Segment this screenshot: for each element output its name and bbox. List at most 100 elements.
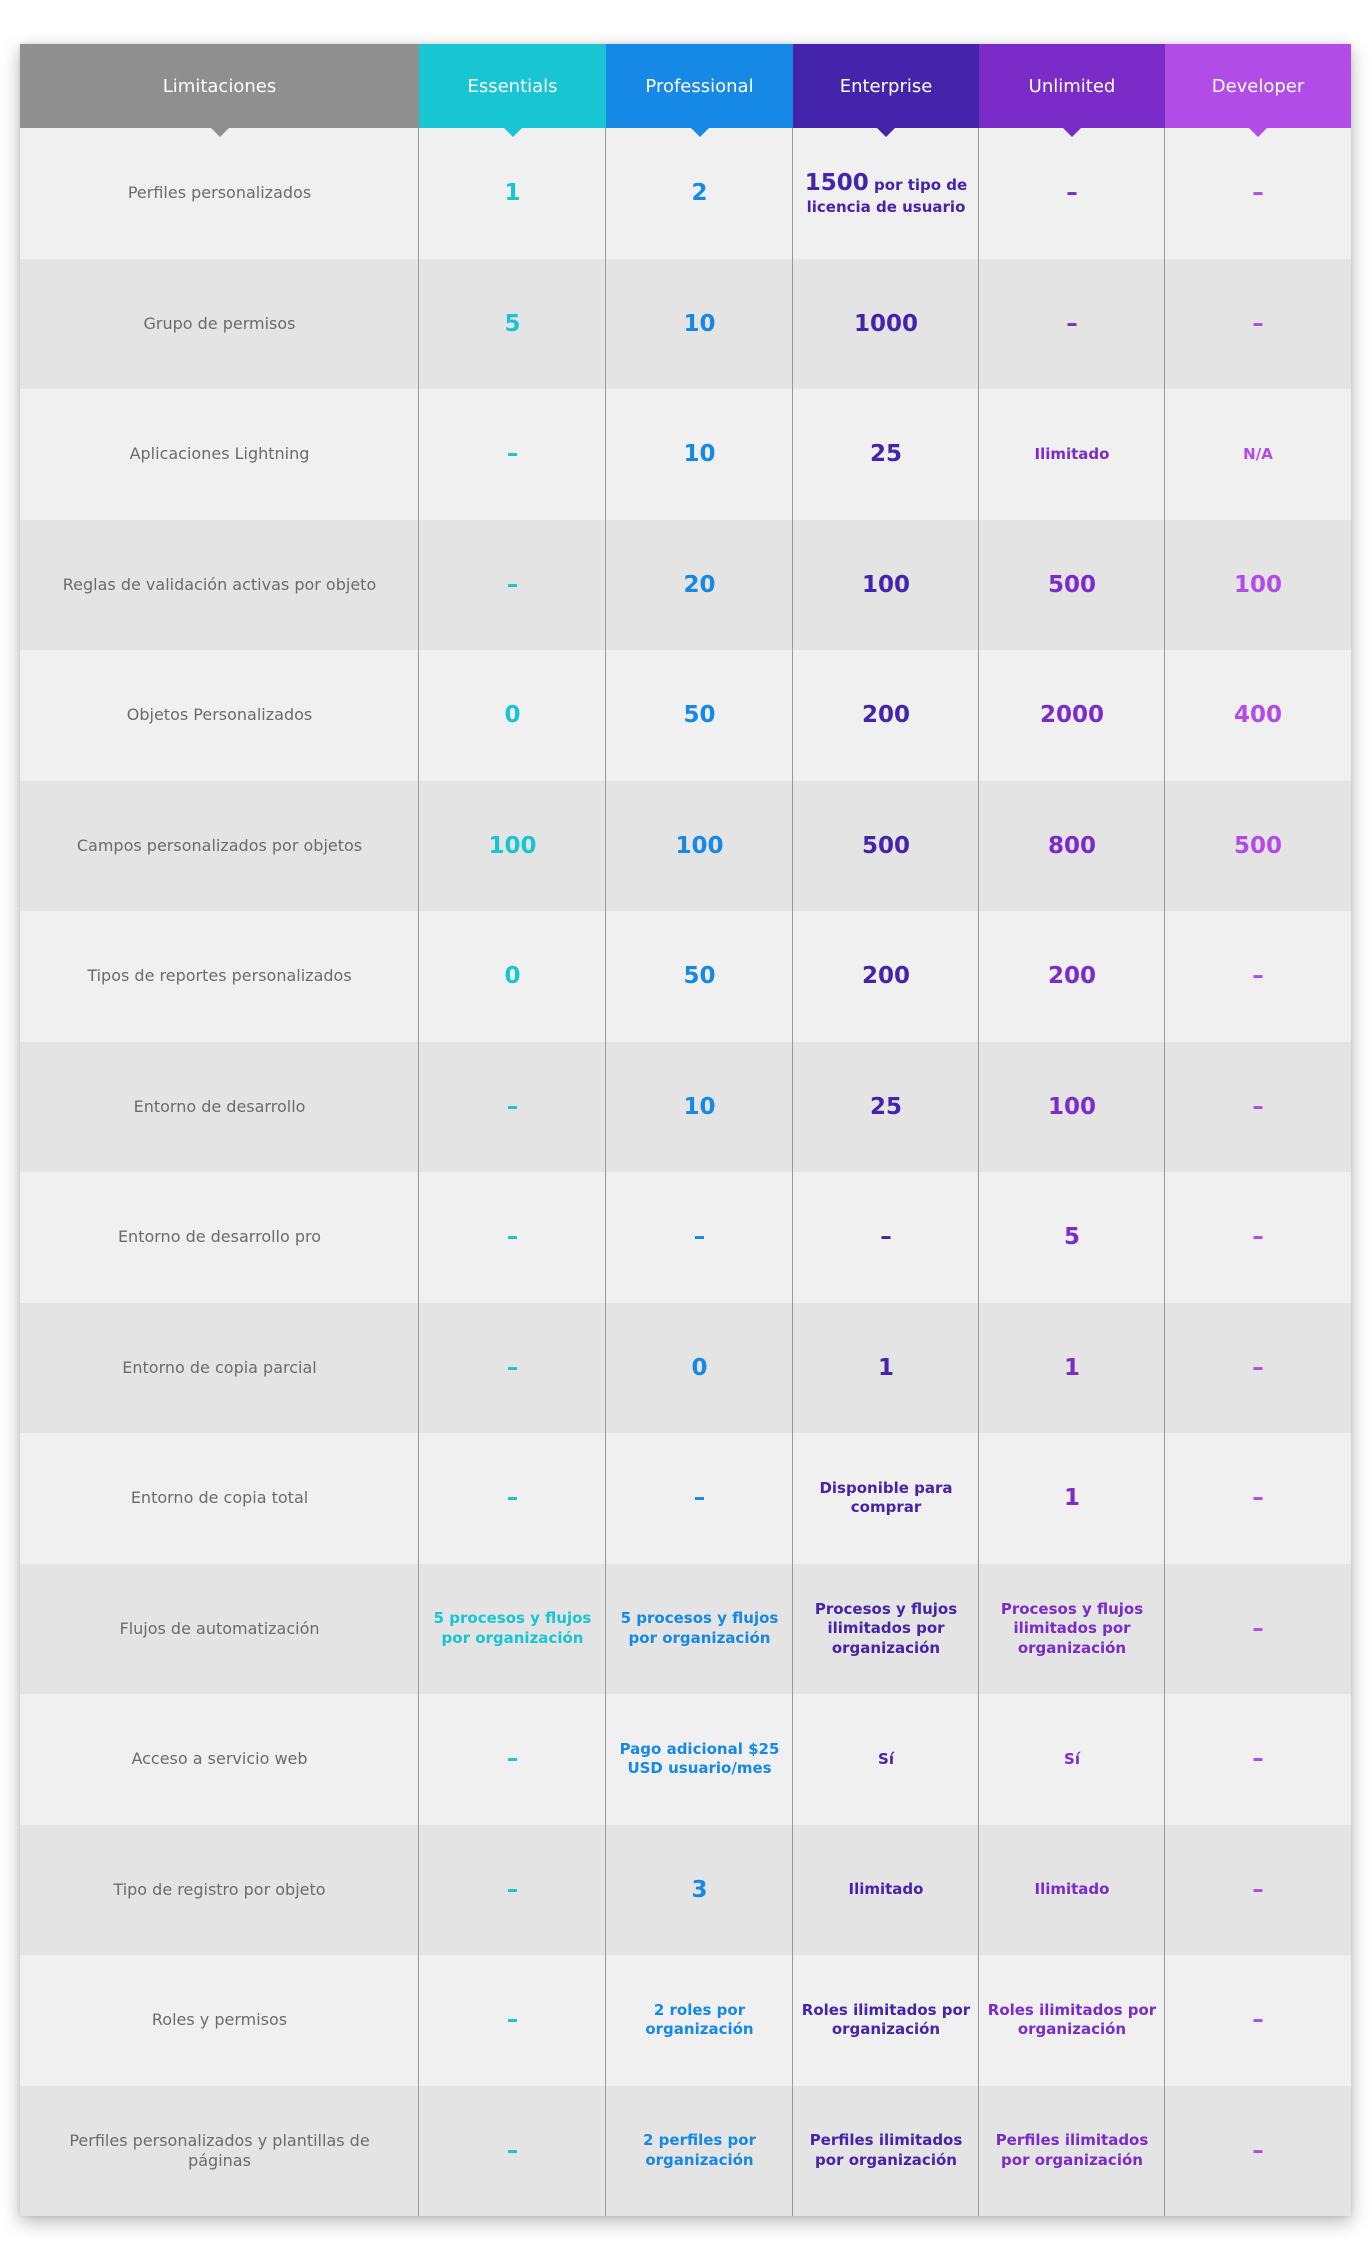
cell-essentials: 0 [504,963,521,990]
cell-developer: 500 [1233,832,1282,859]
cell-note: por tipo de licencia de usuario [806,175,968,217]
table-row: Objetos Personalizados 0 50 200 2000 400 [20,650,1351,781]
header-pointer [210,128,229,137]
cell-developer: – [1252,1746,1264,1773]
header-label: Unlimited [1028,75,1116,97]
cell-unlimited: 800 [1047,832,1096,859]
row-label: Entorno de copia total [130,1488,309,1508]
cell-developer: – [1252,2007,1264,2034]
table-row: Roles y permisos – 2 roles por organizació… [20,1955,1351,2086]
row-label: Reglas de validación activas por objeto [62,574,377,594]
cell-essentials: – [506,1485,519,1512]
header-pointer [503,128,522,137]
row-label: Tipos de reportes personalizados [87,966,352,986]
table-row: Flujos de automatización 5 procesos y flu… [20,1563,1351,1694]
table-row: Aplicaciones Lightning – 10 25 Ilimitado N/A [20,389,1351,520]
cell-essentials: – [506,1354,519,1381]
table-header: Limitaciones Essentials Professional Enterp… [20,44,1351,137]
cell-unlimited: 5 [1063,1224,1080,1251]
table-row: Entorno de desarrollo pro – – – 5 – [20,1172,1351,1303]
row-label: Roles y permisos [151,2010,288,2030]
cell-enterprise: 25 [869,441,902,468]
table-row: Reglas de validación activas por objeto –… [20,519,1351,650]
cell-developer: – [1252,180,1264,207]
cell-essentials: 1 [504,180,521,207]
column-divider [605,128,606,2216]
table-row: Tipos de reportes personalizados 0 50 200 20… [20,911,1351,1042]
cell-professional: 10 [683,441,716,468]
cell-professional: 10 [683,310,716,337]
cell-enterprise: 25 [869,1093,902,1120]
row-label: Grupo de permisos [143,313,296,333]
cell-essentials: – [506,1093,519,1120]
header-pointer [1249,128,1267,137]
cell-professional: 2 perfiles por organización [643,2131,756,2169]
cell-developer: – [1252,1224,1264,1251]
cell-essentials: – [506,1876,519,1903]
cell-essentials: – [506,441,519,468]
cell-professional: 5 procesos y flujos por organización [620,1609,779,1647]
cell-developer: – [1252,1093,1264,1120]
cell-essentials: 0 [504,702,521,729]
cell-developer: – [1252,1354,1264,1381]
cell-essentials: 100 [488,832,537,859]
cell-developer: – [1252,1876,1264,1903]
row-label: Perfiles personalizados y plantillas de … [69,2130,370,2170]
header-label: Developer [1211,75,1305,97]
cell-developer: – [1252,1485,1264,1512]
cell-enterprise: – [880,1224,892,1251]
cell-developer: – [1252,310,1264,337]
cell-professional: 100 [675,832,724,859]
cell-unlimited: 2000 [1039,702,1104,729]
table-row: Perfiles personalizados y plantillas de … [20,2085,1351,2216]
header-enterprise: Enterprise [793,44,979,137]
header-pointer [877,128,895,137]
table-row: Campos personalizados por objetos 100 100 5… [20,780,1351,911]
cell-professional: 20 [683,571,716,598]
table-row: Entorno de desarrollo – 10 25 100 – [20,1041,1351,1172]
table-row: Entorno de copia parcial – 0 1 1 – [20,1302,1351,1433]
cell-professional: 2 [691,180,708,207]
cell-enterprise: Sí [878,1749,894,1768]
cell-value: 1500 por tipo de licencia de usuario [801,170,971,217]
cell-enterprise: Ilimitado [848,1880,924,1898]
header-label: Limitaciones [162,75,277,97]
header-label: Limitaciones [20,44,419,137]
cell-enterprise: Perfiles ilimitados por organización [809,2131,963,2169]
row-label: Campos personalizados por objetos [76,835,363,855]
table-row: Tipo de registro por objeto – 3 Ilimitado Il… [20,1824,1351,1955]
cell-essentials: 5 [504,310,521,337]
row-label: Entorno de desarrollo pro [117,1227,322,1247]
cell-essentials: – [506,2007,519,2034]
row-label: Entorno de copia parcial [122,1357,317,1377]
cell-developer: – [1252,1615,1264,1642]
cell-enterprise: Disponible para comprar [819,1478,953,1517]
column-divider [792,128,793,2216]
cell-unlimited: Perfiles ilimitados por organización [995,2131,1149,2169]
cell-unlimited: 500 [1047,571,1096,598]
header-professional: Professional [606,44,793,137]
header-unlimited: Unlimited [979,44,1165,137]
cell-enterprise: Roles ilimitados por organización [801,2000,971,2039]
table-row: Grupo de permisos 5 10 1000 – – [20,258,1351,389]
cell-unlimited: Ilimitado [1034,444,1110,463]
cell-professional: 50 [683,702,716,729]
cell-professional: 3 [691,1876,708,1903]
cell-enterprise: 100 [861,571,910,598]
table-row: Entorno de copia total – – Disponible para … [20,1433,1351,1564]
cell-unlimited: – [1066,310,1078,337]
row-label: Acceso a servicio web [131,1749,308,1769]
cell-developer: – [1252,963,1264,990]
cell-enterprise: 200 [861,702,910,729]
cell-developer: N/A [1243,444,1273,463]
cell-developer: 100 [1233,571,1282,598]
cell-essentials: – [506,1224,519,1251]
cell-professional: – [693,1485,706,1512]
row-label: Entorno de desarrollo [133,1096,306,1116]
header-essentials: Essentials [419,44,606,137]
cell-unlimited: 1 [1063,1485,1080,1512]
cell-essentials: 5 procesos y flujos por organización [433,1609,592,1647]
cell-essentials: – [506,1746,519,1773]
cell-essentials: – [506,2137,519,2164]
table-row: Acceso a servicio web – Pago adicional $25… [20,1694,1351,1825]
